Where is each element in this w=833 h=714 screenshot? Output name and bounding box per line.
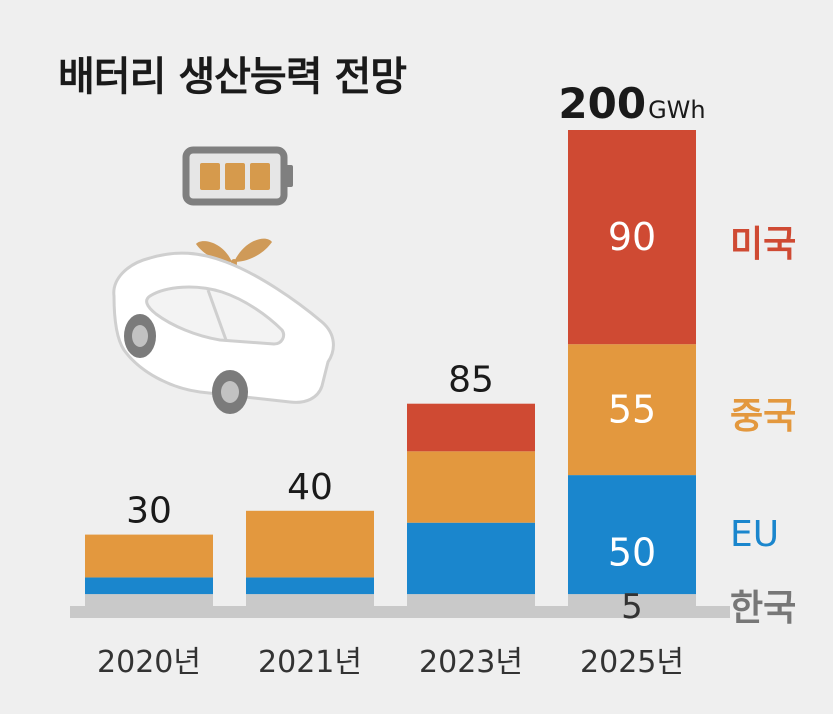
segment-label-usa: 90 bbox=[608, 215, 656, 259]
total-label-3: 85 bbox=[448, 360, 494, 401]
total-label-2: 40 bbox=[287, 467, 333, 508]
category-label-1: 2020년 bbox=[97, 645, 201, 680]
total-label-1: 30 bbox=[126, 491, 172, 532]
segment-label-eu: 50 bbox=[608, 530, 656, 574]
legend-usa: 미국 bbox=[730, 224, 796, 265]
bar-segment-usa-4 bbox=[568, 130, 696, 345]
bar-segment-korea-1 bbox=[85, 594, 213, 606]
bar-segment-china-2 bbox=[246, 510, 374, 578]
category-label-3: 2023년 bbox=[419, 645, 523, 680]
segment-label-korea: 5 bbox=[621, 587, 643, 627]
total-label-4: 200GWh bbox=[558, 79, 705, 128]
bar-segment-eu-4 bbox=[568, 475, 696, 595]
bar-segment-eu-3 bbox=[407, 522, 535, 595]
unit-label: GWh bbox=[648, 96, 706, 124]
car-with-sprout-icon bbox=[112, 238, 335, 414]
bar-segment-korea-2 bbox=[246, 594, 374, 606]
category-label-2: 2021년 bbox=[258, 645, 362, 680]
legend-china: 중국 bbox=[730, 396, 796, 437]
bar-segment-china-1 bbox=[85, 534, 213, 578]
legend-eu: EU bbox=[730, 514, 779, 555]
bar-segment-china-4 bbox=[568, 344, 696, 476]
x-axis-baseline bbox=[70, 606, 730, 618]
bar-segment-korea-3 bbox=[407, 594, 535, 606]
bar-segment-china-3 bbox=[407, 451, 535, 523]
bar-segment-korea-4 bbox=[568, 594, 696, 606]
bar-segment-usa-3 bbox=[407, 403, 535, 452]
chart-title: 배터리 생산능력 전망 bbox=[58, 54, 407, 100]
category-label-4: 2025년 bbox=[580, 645, 684, 680]
bar-segment-eu-1 bbox=[85, 577, 213, 595]
battery-icon bbox=[182, 146, 293, 206]
legend-korea: 한국 bbox=[730, 588, 796, 629]
segment-label-china: 55 bbox=[608, 388, 656, 432]
bar-segment-eu-2 bbox=[246, 577, 374, 595]
